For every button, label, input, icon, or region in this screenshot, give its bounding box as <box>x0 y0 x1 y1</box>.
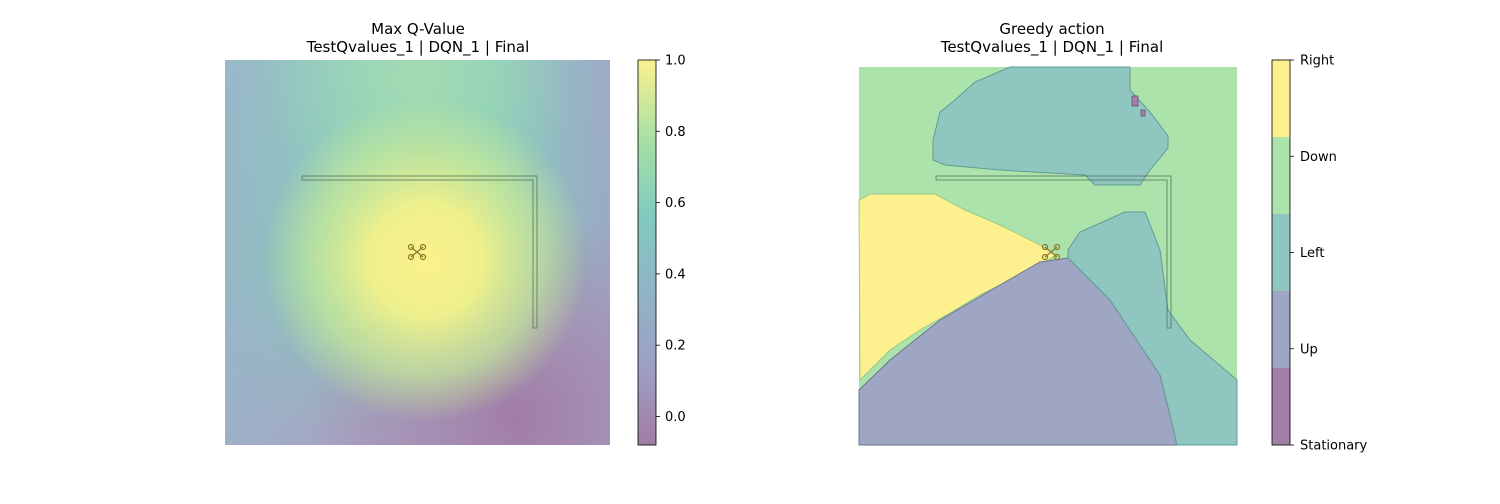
greedy-colorbar-tick-label: Down <box>1300 150 1337 165</box>
greedy-colorbar: Stationary Up Left Down Right <box>1271 54 1368 454</box>
greedy-subtitle: TestQvalues_1 | DQN_1 | Final <box>940 38 1164 57</box>
q-colorbar-tick-label: 0.8 <box>665 125 686 140</box>
greedy-colorbar-block <box>1272 137 1290 214</box>
q-colorbar-tick-label: 1.0 <box>665 54 686 69</box>
drone-marker-right <box>1041 243 1061 261</box>
greedy-title: Greedy action <box>999 20 1104 38</box>
max-q-panel: Max Q-Value TestQvalues_1 | DQN_1 | Fina… <box>225 20 686 446</box>
greedy-wall <box>935 175 1172 329</box>
region-left-right <box>1067 211 1238 446</box>
greedy-colorbar-block <box>1272 291 1290 368</box>
q-colorbar-tick-label: 0.0 <box>665 410 686 425</box>
greedy-colorbar-tick-label: Left <box>1300 246 1324 261</box>
greedy-action-panel: Greedy action TestQvalues_1 | DQN_1 | Fi… <box>858 20 1368 454</box>
greedy-colorbar-tick-label: Stationary <box>1300 439 1368 454</box>
q-colorbar-tick-label: 0.6 <box>665 196 686 211</box>
greedy-colorbar-block <box>1272 368 1290 445</box>
drone-marker-left <box>407 243 427 261</box>
max-q-title: Max Q-Value <box>371 20 465 38</box>
greedy-colorbar-block <box>1272 214 1290 291</box>
region-stationary <box>1131 95 1146 117</box>
greedy-colorbar-tick-label: Up <box>1300 342 1318 357</box>
max-q-colorbar: 0.0 0.2 0.4 0.6 0.8 1.0 <box>637 54 686 446</box>
q-colorbar-tick-label: 0.4 <box>665 267 686 282</box>
greedy-colorbar-block <box>1272 60 1290 137</box>
max-q-subtitle: TestQvalues_1 | DQN_1 | Final <box>306 38 530 57</box>
q-colorbar-tick-label: 0.2 <box>665 339 686 354</box>
max-q-wall <box>301 175 538 329</box>
greedy-colorbar-tick-label: Right <box>1300 54 1334 69</box>
greedy-action-map <box>858 66 1238 446</box>
